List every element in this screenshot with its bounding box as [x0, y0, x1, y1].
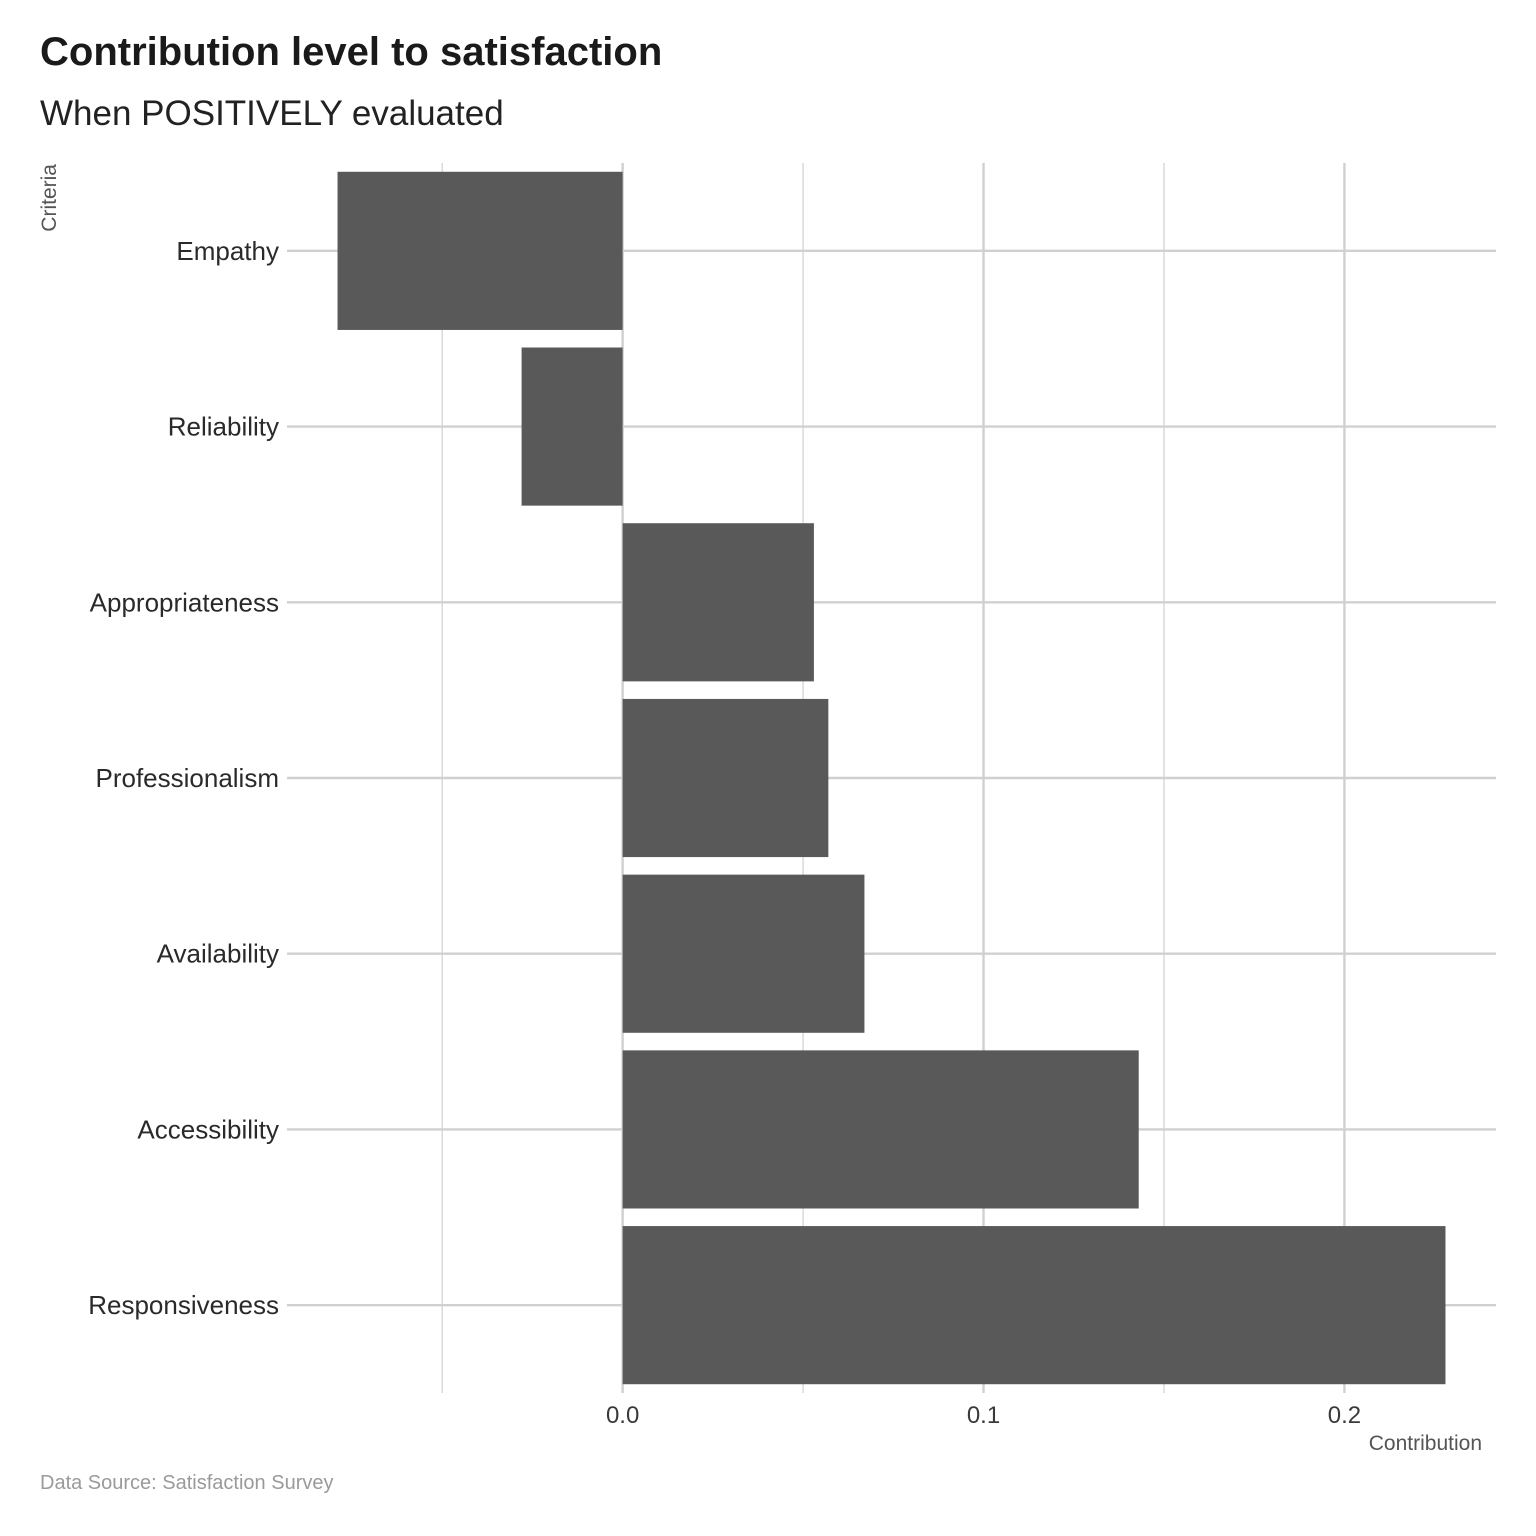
y-tick-label: Responsiveness [88, 1290, 279, 1320]
bar-accessibility [622, 1050, 1139, 1209]
y-tick-label: Availability [157, 939, 279, 969]
chart-subtitle: When POSITIVELY evaluated [40, 94, 504, 133]
bar-appropriateness [622, 523, 814, 682]
y-tick-label: Professionalism [95, 763, 279, 793]
chart-title: Contribution level to satisfaction [40, 30, 663, 74]
y-tick-label: Accessibility [137, 1114, 279, 1144]
y-tick-label: Empathy [176, 236, 279, 266]
y-axis-title: Criteria [38, 164, 61, 232]
bar-layer [337, 171, 1446, 1385]
bar-responsiveness [622, 1226, 1446, 1385]
x-axis-title: Contribution [1369, 1432, 1482, 1455]
y-tick-label: Reliability [168, 412, 279, 442]
x-tick-label: 0.0 [606, 1402, 639, 1429]
chart-caption: Data Source: Satisfaction Survey [40, 1472, 334, 1494]
bar-reliability [521, 347, 623, 506]
x-tick-label: 0.2 [1328, 1402, 1361, 1429]
bar-availability [622, 874, 865, 1033]
y-tick-label: Appropriateness [90, 587, 279, 617]
bar-empathy [337, 171, 623, 330]
bar-professionalism [622, 698, 829, 858]
x-tick-label: 0.1 [967, 1402, 1000, 1429]
label-layer: 0.0 0.1 0.2 Empathy Reliability Appropriatene… [88, 236, 1361, 1429]
